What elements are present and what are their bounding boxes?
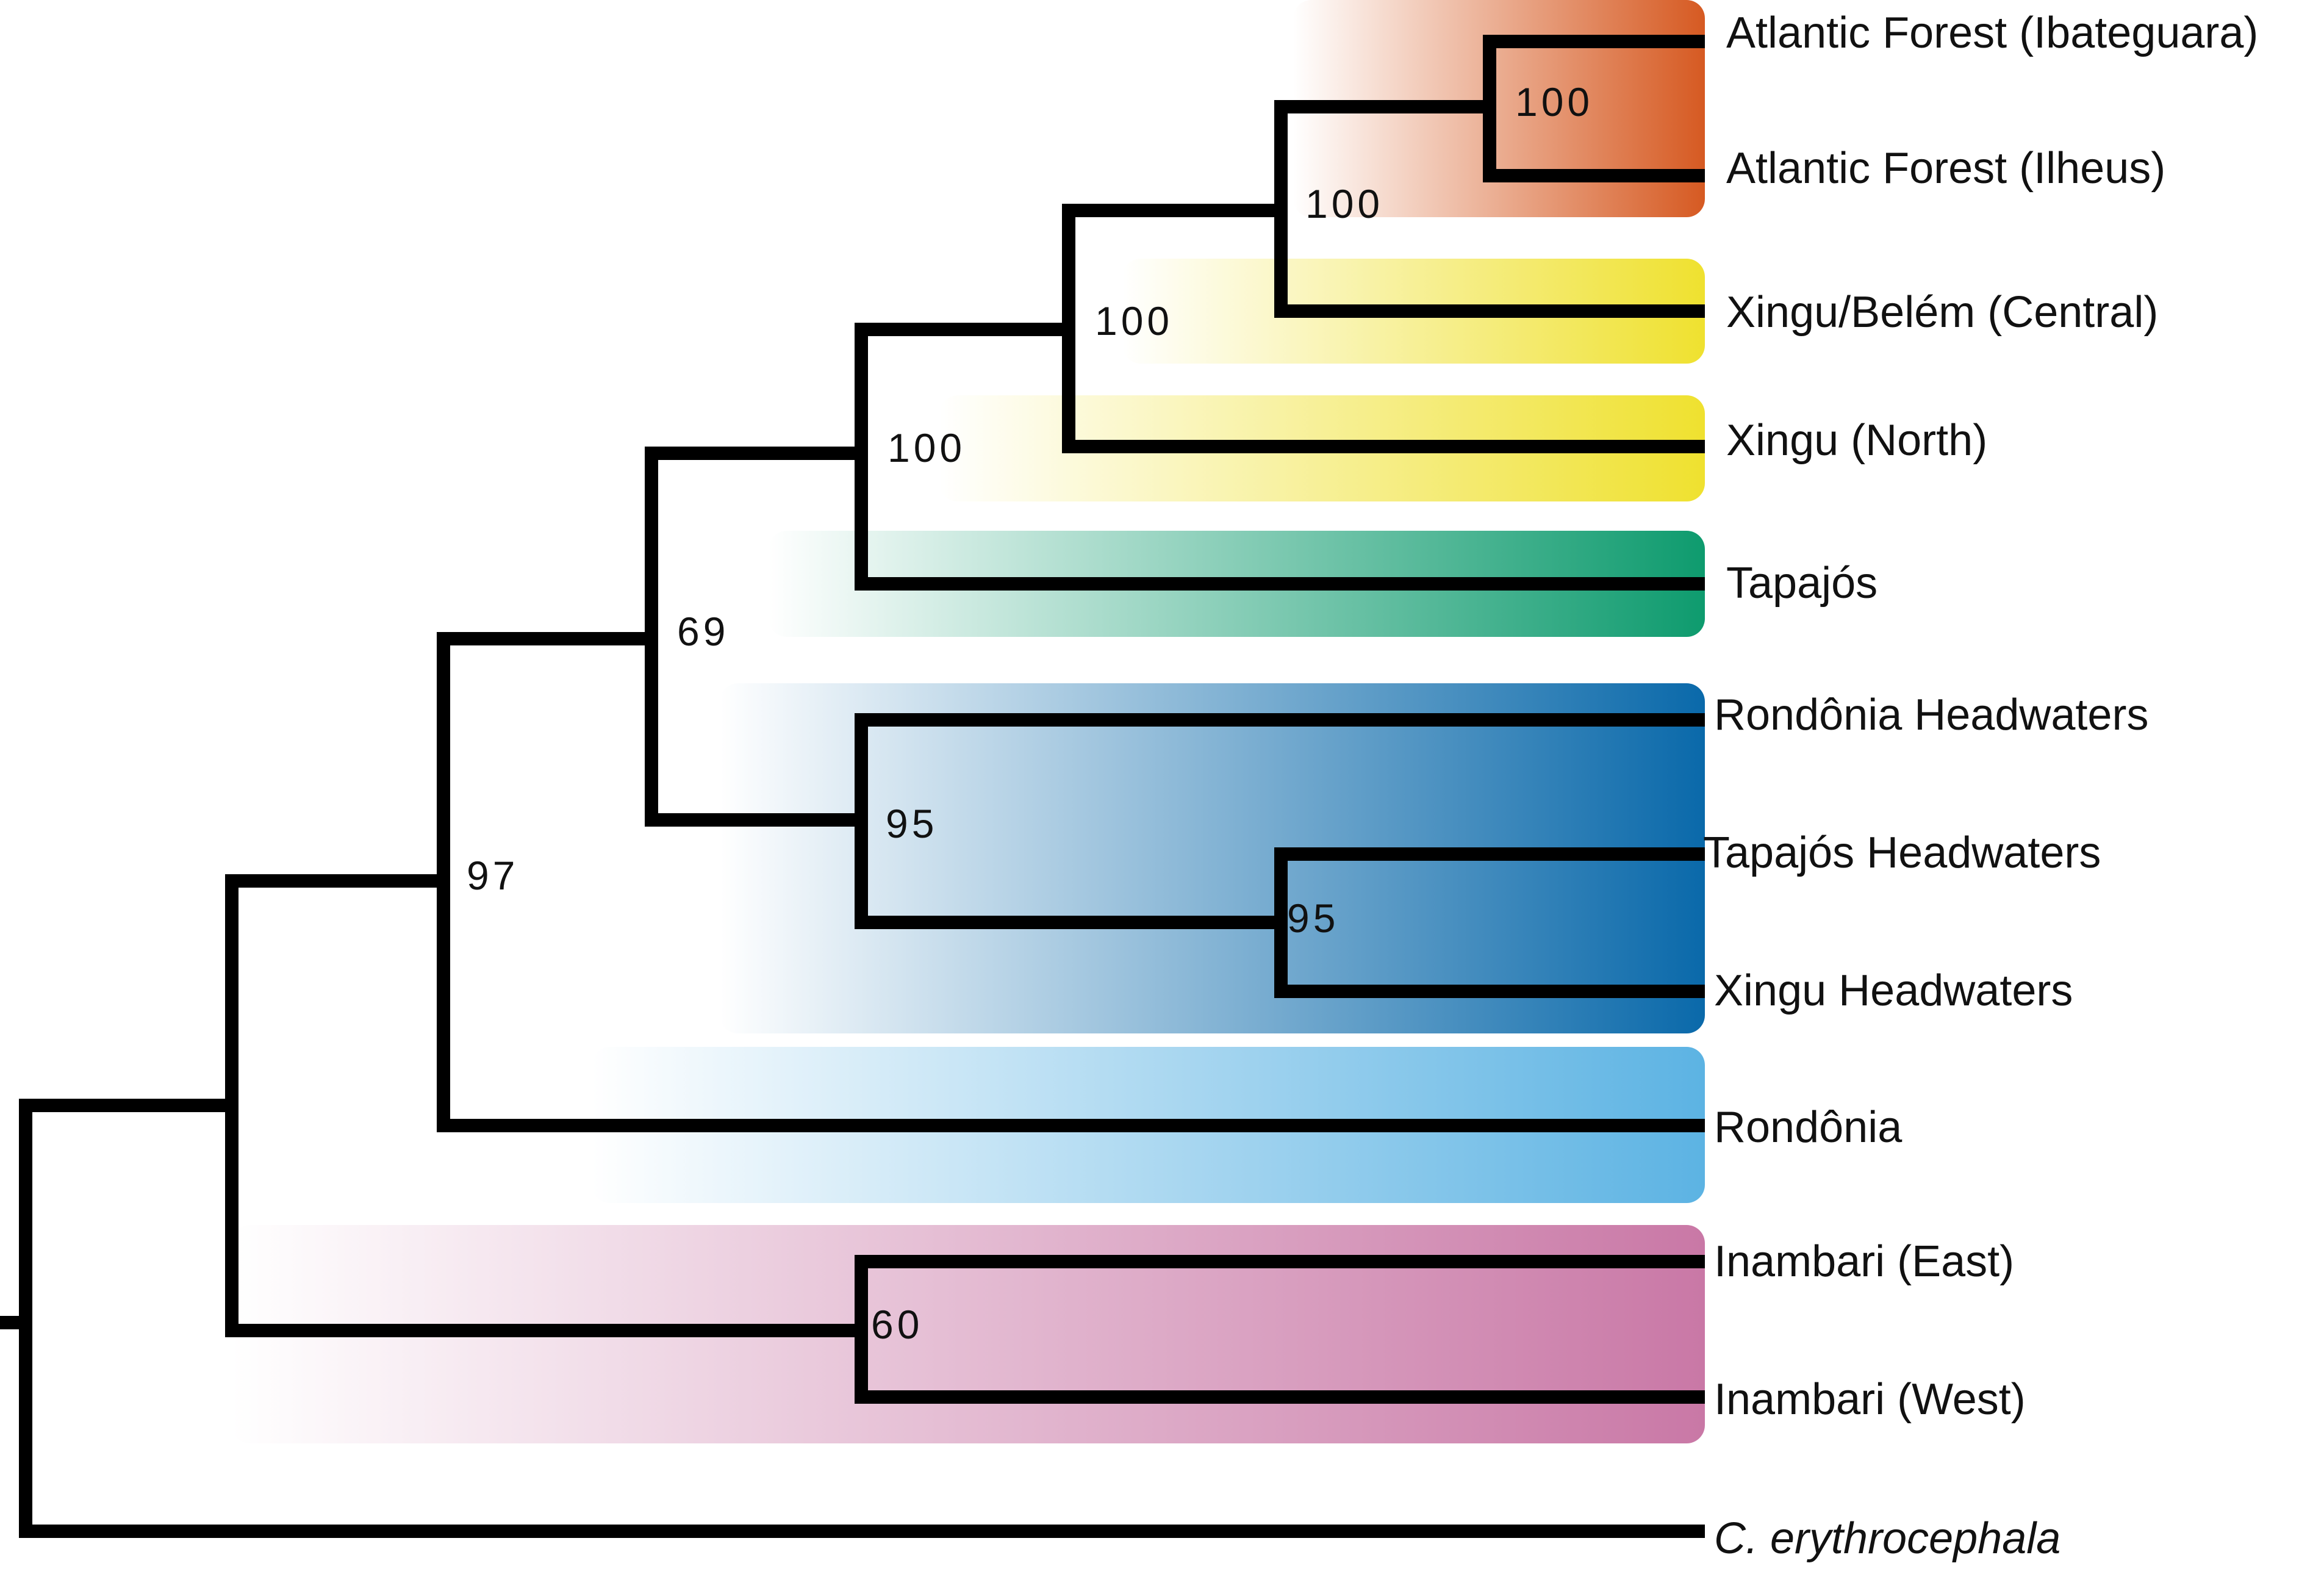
- branch-ingroup: [225, 874, 861, 1337]
- tip-label-inambari-west: Inambari (West): [1714, 1375, 2026, 1424]
- tip-label-inambari-east: Inambari (East): [1714, 1237, 2014, 1286]
- branch-atlantic-forest: [1483, 35, 1705, 182]
- tip-label-rondonia: Rondônia: [1714, 1103, 1903, 1152]
- tip-label-outgroup: C. erythrocephala: [1714, 1514, 2060, 1563]
- support-eastern-clade: 100: [1095, 298, 1173, 343]
- tip-label-rondonia-headwaters: Rondônia Headwaters: [1714, 691, 2148, 739]
- tip-label-atlantic-forest-ilheus: Atlantic Forest (Ilheus): [1726, 144, 2165, 193]
- branch-atlantic-xingu-central: [1274, 100, 1705, 318]
- tip-label-xingu-belem-central: Xingu/Belém (Central): [1726, 288, 2158, 337]
- branch-eastern-clade: [1062, 204, 1705, 453]
- support-atlantic-forest: 100: [1515, 79, 1593, 124]
- branch-node-97: [437, 632, 1705, 1132]
- support-tapajos-xingu-headwaters: 95: [1287, 896, 1339, 941]
- support-eastern-tapajos: 100: [888, 425, 966, 470]
- tip-label-tapajos-headwaters: Tapajós Headwaters: [1703, 828, 2101, 877]
- support-clade-69: 69: [677, 609, 729, 654]
- branch-root: [19, 1099, 1705, 1538]
- branch-tapajos-xingu-headwaters: [1274, 847, 1705, 998]
- tip-labels: Atlantic Forest (Ibateguara) Atlantic Fo…: [1703, 9, 2258, 1563]
- tip-label-xingu-headwaters: Xingu Headwaters: [1714, 966, 2073, 1015]
- tip-label-tapajos: Tapajós: [1726, 559, 1877, 608]
- tip-label-atlantic-forest-ibateguara: Atlantic Forest (Ibateguara): [1726, 9, 2258, 57]
- clade-band-headwaters: [720, 683, 1705, 1033]
- tree-branches: [0, 35, 1705, 1538]
- support-headwaters: 95: [886, 801, 938, 846]
- clade-band-inambari: [232, 1225, 1705, 1443]
- support-inambari: 60: [871, 1302, 923, 1347]
- support-atlantic-xingu-central: 100: [1305, 181, 1383, 226]
- support-values: 100 100 100 100 69 95 95 97 60: [467, 79, 1593, 1347]
- tip-label-xingu-north: Xingu (North): [1726, 416, 1987, 465]
- clade-band-atlantic-forest: [1293, 0, 1705, 217]
- branch-inambari: [855, 1255, 1705, 1404]
- support-clade-97: 97: [467, 853, 518, 898]
- branch-node-69: [645, 447, 861, 827]
- branch-headwaters: [855, 713, 1705, 929]
- branch-eastern-tapajos: [855, 323, 1705, 591]
